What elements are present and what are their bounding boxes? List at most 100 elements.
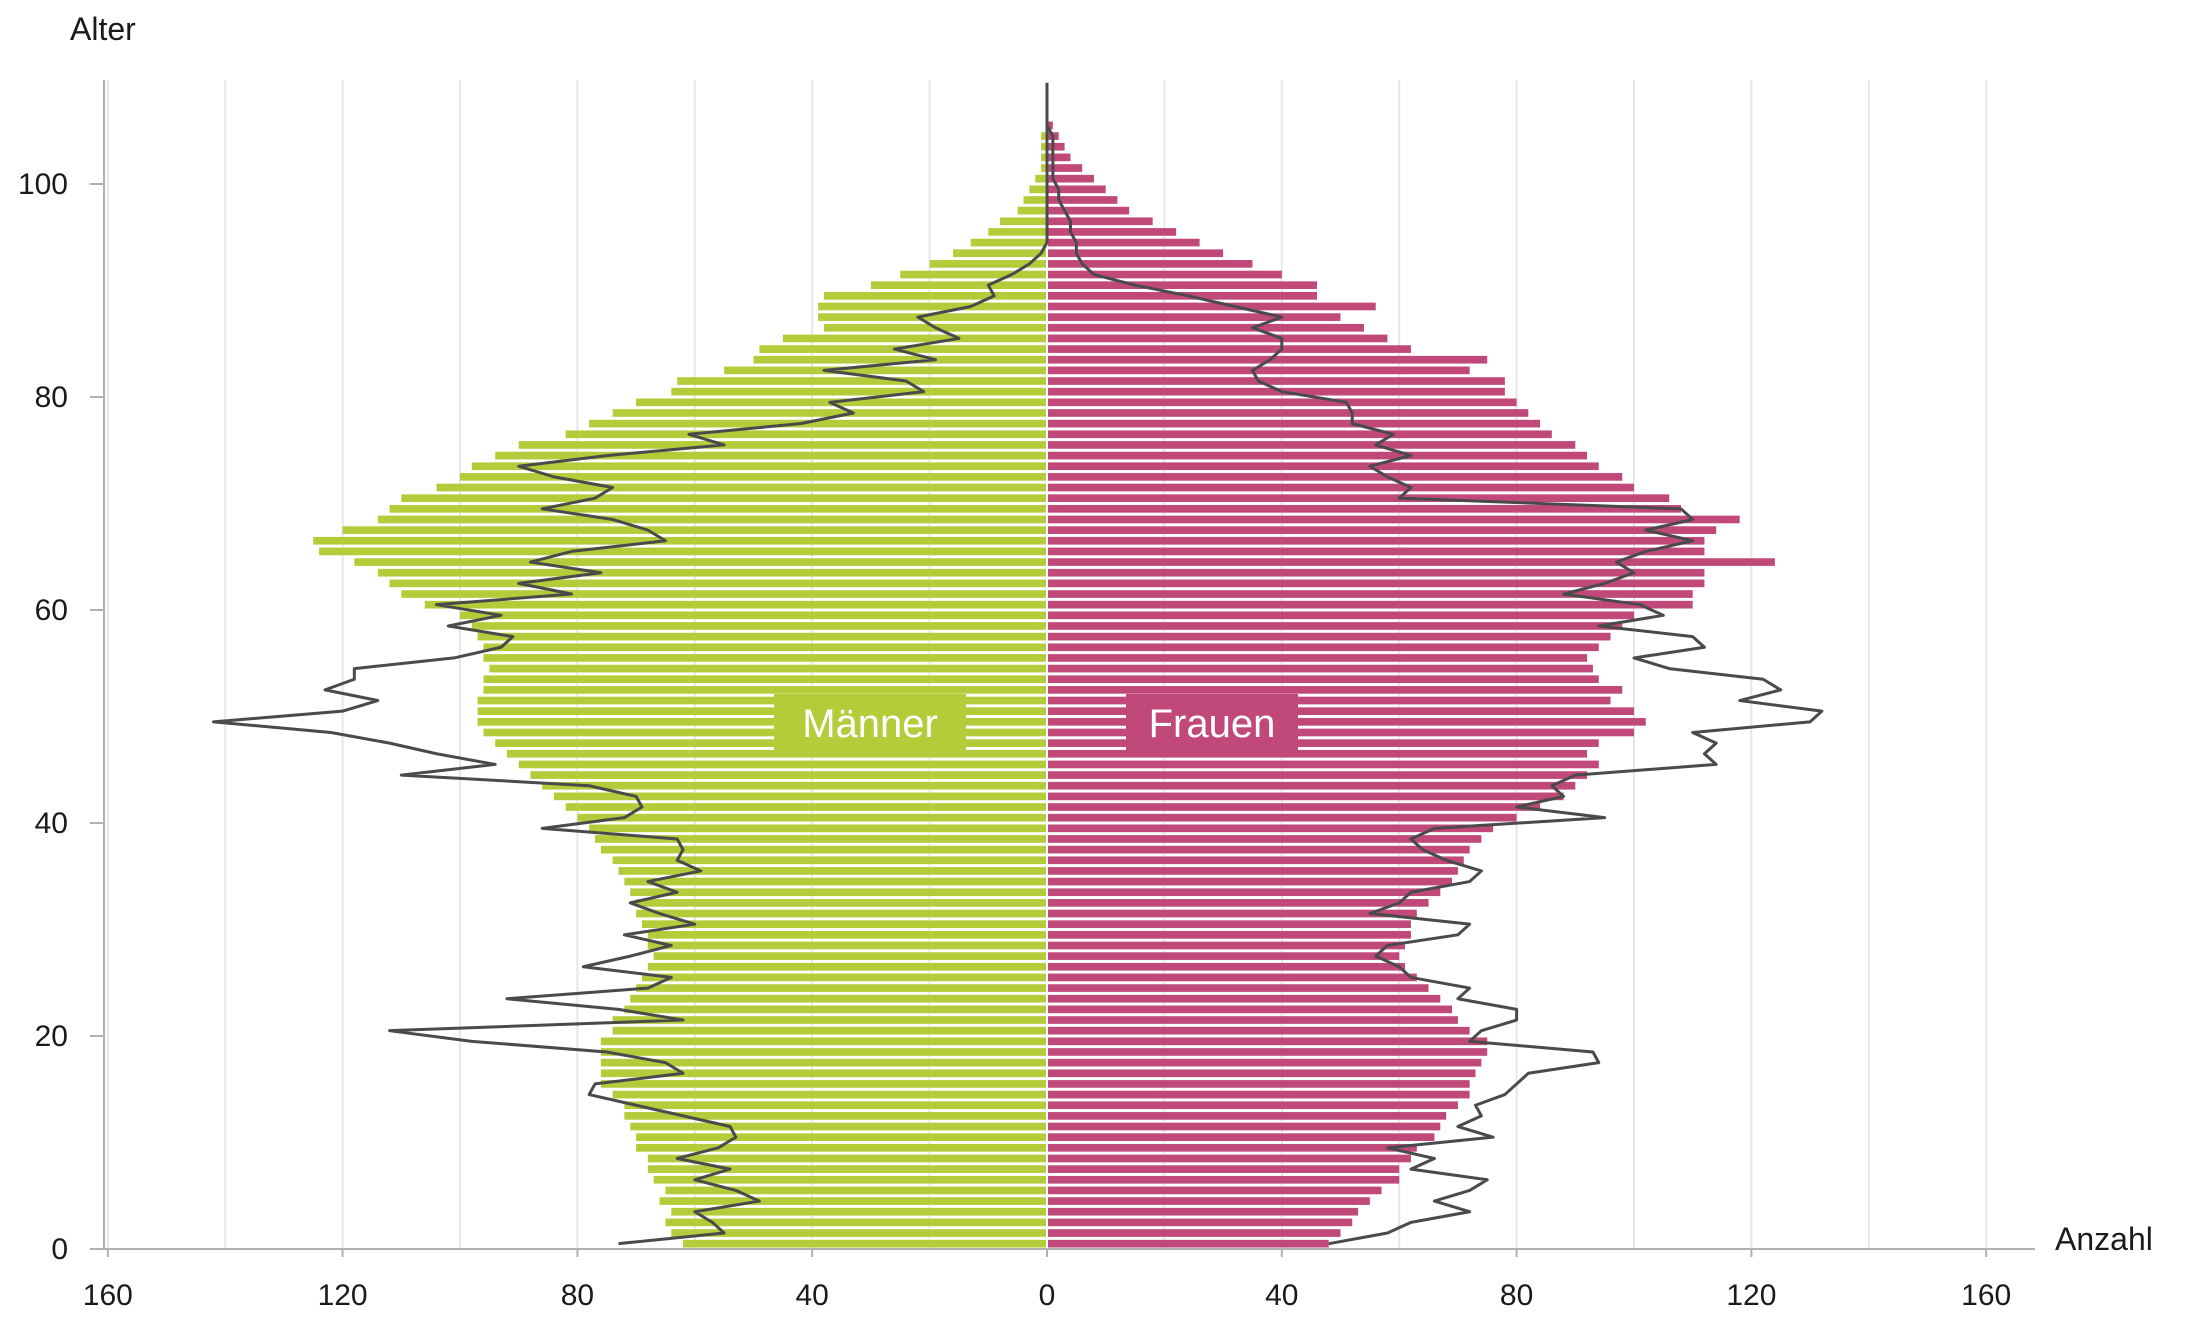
bar-frauen [1047, 323, 1364, 332]
bar-maenner [471, 462, 1047, 471]
bar-maenner [553, 792, 1047, 801]
bar-frauen [1047, 1058, 1482, 1067]
bar-maenner [636, 1133, 1047, 1142]
bar-maenner [600, 1069, 1047, 1078]
bar-maenner [1035, 174, 1047, 183]
bar-maenner [495, 739, 1048, 747]
bar-maenner [612, 856, 1047, 865]
bar-frauen [1047, 867, 1458, 875]
bar-maenner [612, 409, 1047, 417]
bar-maenner [1000, 217, 1047, 226]
bar-maenner [401, 494, 1047, 503]
bar-maenner [659, 1197, 1047, 1205]
bar-maenner [624, 877, 1047, 886]
bar-maenner [683, 1239, 1047, 1248]
reference-lines [211, 82, 1824, 1246]
bar-maenner [647, 1154, 1047, 1163]
bar-maenner [1041, 164, 1047, 172]
bar-maenner [600, 1048, 1047, 1056]
bar-frauen [1047, 366, 1470, 375]
bar-frauen [1047, 888, 1441, 897]
bar-frauen [1047, 1037, 1488, 1046]
x-tick-label: 40 [796, 1279, 829, 1312]
bar-frauen [1047, 717, 1646, 726]
bar-maenner [506, 749, 1048, 758]
bar-frauen [1047, 994, 1441, 1003]
bar-maenner [612, 1026, 1047, 1035]
bar-maenner [377, 515, 1047, 524]
x-tick-label: 160 [83, 1279, 133, 1312]
bar-frauen [1047, 1229, 1341, 1237]
bar-maenner [1041, 132, 1047, 140]
bar-frauen [1047, 228, 1177, 236]
bar-frauen [1047, 835, 1482, 843]
bar-frauen [1047, 121, 1053, 130]
x-tick-label: 120 [318, 1279, 368, 1312]
bar-maenner [377, 568, 1047, 577]
bar-frauen [1047, 473, 1623, 481]
bar-maenner [342, 526, 1048, 534]
bar-frauen [1047, 1048, 1488, 1056]
bar-frauen [1047, 302, 1376, 311]
x-axis-title: Anzahl [2055, 1221, 2153, 1257]
bar-maenner [636, 899, 1047, 907]
bar-frauen [1047, 174, 1094, 183]
bar-maenner [818, 313, 1047, 321]
bar-maenner [618, 867, 1047, 875]
bar-maenner [612, 1090, 1047, 1099]
maenner-label-box [774, 694, 966, 750]
y-tick-label: 0 [51, 1233, 68, 1266]
bar-frauen [1047, 984, 1429, 992]
bar-frauen [1047, 1112, 1447, 1120]
bar-maenner [424, 600, 1047, 609]
bar-maenner [354, 558, 1048, 566]
bar-frauen [1047, 313, 1341, 321]
x-tick-label: 0 [1039, 1279, 1056, 1312]
bar-maenner [653, 1175, 1047, 1184]
bar-maenner [595, 835, 1047, 843]
bar-maenner [641, 973, 1047, 982]
bar-frauen [1047, 1016, 1458, 1024]
bar-maenner [870, 281, 1047, 290]
bar-maenner [477, 632, 1047, 641]
x-tick-label: 160 [1961, 1279, 2011, 1312]
maenner-label: Männer [802, 702, 938, 746]
bar-frauen [1047, 462, 1599, 471]
bar-maenner [929, 260, 1047, 268]
bar-maenner [671, 1229, 1047, 1237]
bar-frauen [1047, 930, 1411, 939]
bar-frauen [1047, 739, 1599, 747]
bar-maenner [647, 930, 1047, 939]
bar-maenner [641, 920, 1047, 929]
bar-frauen [1047, 547, 1705, 556]
frauen-label: Frauen [1149, 702, 1276, 746]
bar-frauen [1047, 1165, 1400, 1173]
bar-maenner [1041, 142, 1047, 151]
bars [313, 90, 1775, 1249]
bar-frauen [1047, 1218, 1353, 1227]
bar-maenner [518, 441, 1047, 449]
bar-maenner [665, 1218, 1047, 1227]
bar-frauen [1047, 771, 1588, 779]
bar-frauen [1047, 664, 1593, 673]
bar-frauen [1047, 920, 1411, 929]
bar-frauen [1047, 494, 1670, 503]
axes [103, 80, 2035, 1250]
bar-frauen [1047, 334, 1388, 343]
bar-maenner [671, 1207, 1047, 1216]
bar-frauen [1047, 1154, 1411, 1163]
bar-maenner [483, 675, 1048, 684]
bar-maenner [970, 238, 1047, 247]
bar-frauen [1047, 504, 1681, 513]
bar-maenner [600, 1080, 1047, 1088]
bar-maenner [1029, 185, 1047, 194]
bar-maenner [1041, 153, 1047, 162]
bar-frauen [1047, 590, 1693, 598]
bar-maenner [600, 845, 1047, 854]
bar-maenner [677, 377, 1047, 385]
bar-frauen [1047, 355, 1488, 364]
bar-frauen [1047, 441, 1576, 449]
bar-maenner [319, 547, 1047, 556]
bar-maenner [389, 579, 1047, 588]
